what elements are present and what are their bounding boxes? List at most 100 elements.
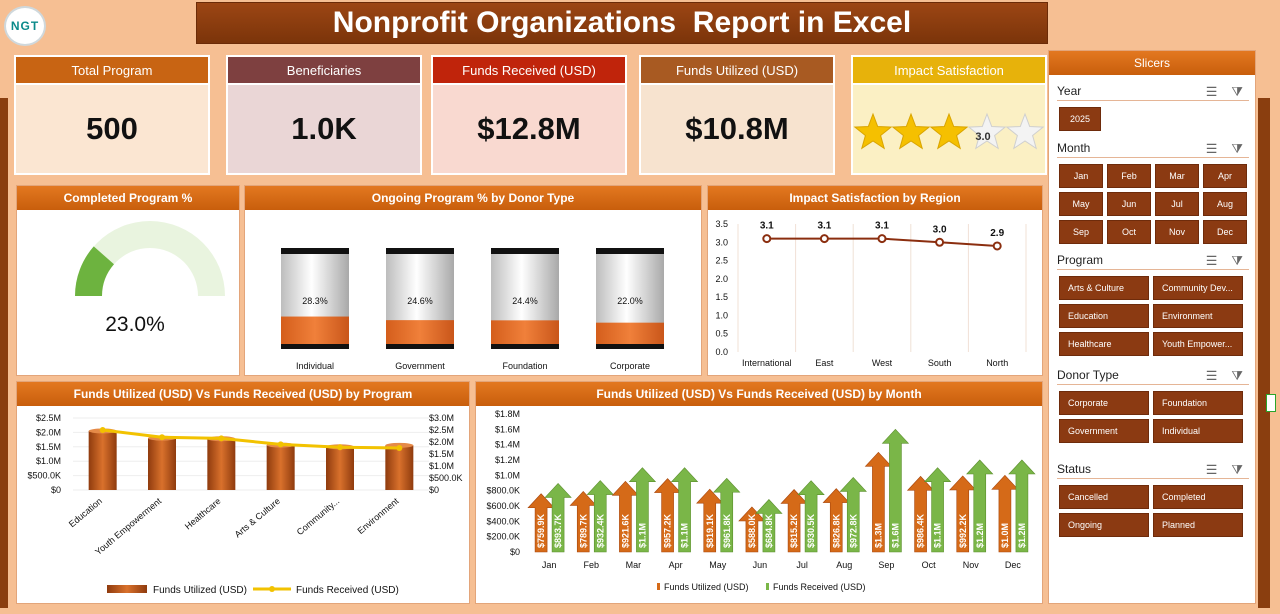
y-tick-label: $0 — [510, 547, 520, 557]
title-bar: Nonprofit Organizations Report in Excel — [196, 2, 1048, 44]
slicer-item-education[interactable]: Education — [1059, 304, 1149, 328]
data-label: $1.3M — [873, 523, 883, 548]
x-tick-label: Dec — [1005, 560, 1022, 570]
arrow-received — [586, 480, 614, 553]
y-tick-label-right: $3.0M — [429, 413, 454, 423]
slicer-item-government[interactable]: Government — [1059, 419, 1149, 443]
clear-filter-icon[interactable]: ⧩ — [1231, 84, 1243, 99]
cylinder-fill — [491, 320, 559, 344]
slicer-toolbar: ☰ ⧩ — [1206, 368, 1243, 384]
slicer-item-jun[interactable]: Jun — [1107, 192, 1151, 216]
arrow-received — [839, 476, 867, 553]
slicer-item-planned[interactable]: Planned — [1153, 513, 1243, 537]
arrow-received — [713, 477, 741, 553]
star-icon — [1005, 112, 1045, 150]
slicer-item-jul[interactable]: Jul — [1155, 192, 1199, 216]
arrow-utilized — [822, 488, 850, 553]
slicer-item-healthcare[interactable]: Healthcare — [1059, 332, 1149, 356]
slicer-item-2025[interactable]: 2025 — [1059, 107, 1101, 131]
slicer-item-youth-empower[interactable]: Youth Empower... — [1153, 332, 1243, 356]
slicer-item-ongoing[interactable]: Ongoing — [1059, 513, 1149, 537]
slicer-item-individual[interactable]: Individual — [1153, 419, 1243, 443]
slicer-item-oct[interactable]: Oct — [1107, 220, 1151, 244]
slicer-group-title: Status — [1057, 459, 1249, 479]
x-tick-label: South — [928, 358, 952, 368]
data-label: $1.6M — [890, 523, 900, 548]
kpi-value: $10.8M — [641, 85, 833, 173]
arrow-received — [966, 459, 994, 553]
arrow-utilized — [696, 488, 724, 553]
data-label: $588.0K — [747, 513, 757, 548]
data-point — [159, 434, 165, 441]
data-label: 28.3% — [302, 296, 328, 306]
slicer-item-community-dev[interactable]: Community Dev... — [1153, 276, 1243, 300]
multiselect-icon[interactable]: ☰ — [1205, 462, 1218, 477]
multiselect-icon[interactable]: ☰ — [1205, 84, 1218, 99]
x-tick-label: Jan — [542, 560, 557, 570]
y-tick-label: 2.5 — [715, 256, 728, 266]
clear-filter-icon[interactable]: ⧩ — [1231, 141, 1243, 156]
panel-ongoing-program: Ongoing Program % by Donor Type 28.3% Ind… — [244, 185, 702, 376]
slicer-item-corporate[interactable]: Corporate — [1059, 391, 1149, 415]
slicer-item-apr[interactable]: Apr — [1203, 164, 1247, 188]
kpi-card-impact-satisfaction: Impact Satisfaction 3.0 — [851, 55, 1047, 175]
slicer-item-arts-culture[interactable]: Arts & Culture — [1059, 276, 1149, 300]
panel-completed-program: Completed Program % 23.0% — [16, 185, 240, 376]
slicer-item-feb[interactable]: Feb — [1107, 164, 1151, 188]
slicer-title: Slicers — [1049, 51, 1255, 75]
clear-filter-icon[interactable]: ⧩ — [1231, 253, 1243, 268]
data-point — [218, 435, 225, 442]
clear-filter-icon[interactable]: ⧩ — [1231, 462, 1243, 477]
slicer-group-title: Month — [1057, 138, 1249, 158]
slicer-group-year: Year ☰ ⧩ 2025 — [1057, 81, 1249, 131]
cell-selection-handle[interactable] — [1266, 394, 1276, 412]
y-tick-label-right: $1.0M — [429, 461, 454, 471]
slicer-item-foundation[interactable]: Foundation — [1153, 391, 1243, 415]
slicer-group-donor-type: Donor Type ☰ ⧩ Corporate Foundation Governmen… — [1057, 365, 1249, 443]
y-tick-label: $1.0M — [495, 470, 520, 480]
bar-utilized — [207, 438, 236, 490]
slicer-item-jan[interactable]: Jan — [1059, 164, 1103, 188]
gauge-value: 23.0% — [105, 313, 165, 336]
data-label: $789.7K — [578, 513, 588, 548]
left-frame-band — [0, 98, 8, 608]
x-tick-label: Sep — [878, 560, 894, 570]
arrow-received — [755, 499, 783, 553]
slicer-item-nov[interactable]: Nov — [1155, 220, 1199, 244]
data-label: 24.4% — [512, 296, 538, 306]
panel-impact-region: Impact Satisfaction by Region 0.0 0.5 1.0 1… — [707, 185, 1043, 376]
slicer-item-may[interactable]: May — [1059, 192, 1103, 216]
y-tick-label: $1.8M — [495, 409, 520, 419]
slicer-item-dec[interactable]: Dec — [1203, 220, 1247, 244]
slicer-item-cancelled[interactable]: Cancelled — [1059, 485, 1149, 509]
panel-funds-by-program: Funds Utilized (USD) Vs Funds Received (… — [16, 381, 470, 604]
slicer-group-status: Status ☰ ⧩ Cancelled Completed Ongoing Planned — [1057, 459, 1249, 537]
slicer-item-aug[interactable]: Aug — [1203, 192, 1247, 216]
data-label: $815.2K — [789, 513, 799, 548]
multiselect-icon[interactable]: ☰ — [1205, 368, 1218, 383]
cylinder-top-rim — [491, 248, 559, 254]
arrow-utilized — [906, 475, 935, 553]
arrow-utilized — [611, 480, 640, 553]
arrow-received — [797, 480, 825, 553]
bar-utilized — [266, 445, 295, 490]
slicer-item-environment[interactable]: Environment — [1153, 304, 1243, 328]
multiselect-icon[interactable]: ☰ — [1205, 141, 1218, 156]
data-label: 3.1 — [760, 221, 774, 232]
arrow-utilized — [780, 489, 808, 553]
slicer-item-completed[interactable]: Completed — [1153, 485, 1243, 509]
data-label: $1.2M — [1017, 523, 1027, 548]
clear-filter-icon[interactable]: ⧩ — [1231, 368, 1243, 383]
slicer-item-sep[interactable]: Sep — [1059, 220, 1103, 244]
star-icon — [853, 112, 893, 150]
slicer-item-mar[interactable]: Mar — [1155, 164, 1199, 188]
y-tick-label-left: $2.5M — [36, 413, 61, 423]
data-label: $986.4K — [916, 513, 926, 548]
multiselect-icon[interactable]: ☰ — [1205, 253, 1218, 268]
legend-marker — [269, 586, 275, 592]
kpi-label: Funds Utilized (USD) — [641, 57, 833, 85]
x-tick-label: Healthcare — [183, 496, 223, 532]
slicer-toolbar: ☰ ⧩ — [1206, 462, 1243, 478]
data-point — [337, 444, 343, 451]
right-frame-band — [1258, 98, 1270, 608]
